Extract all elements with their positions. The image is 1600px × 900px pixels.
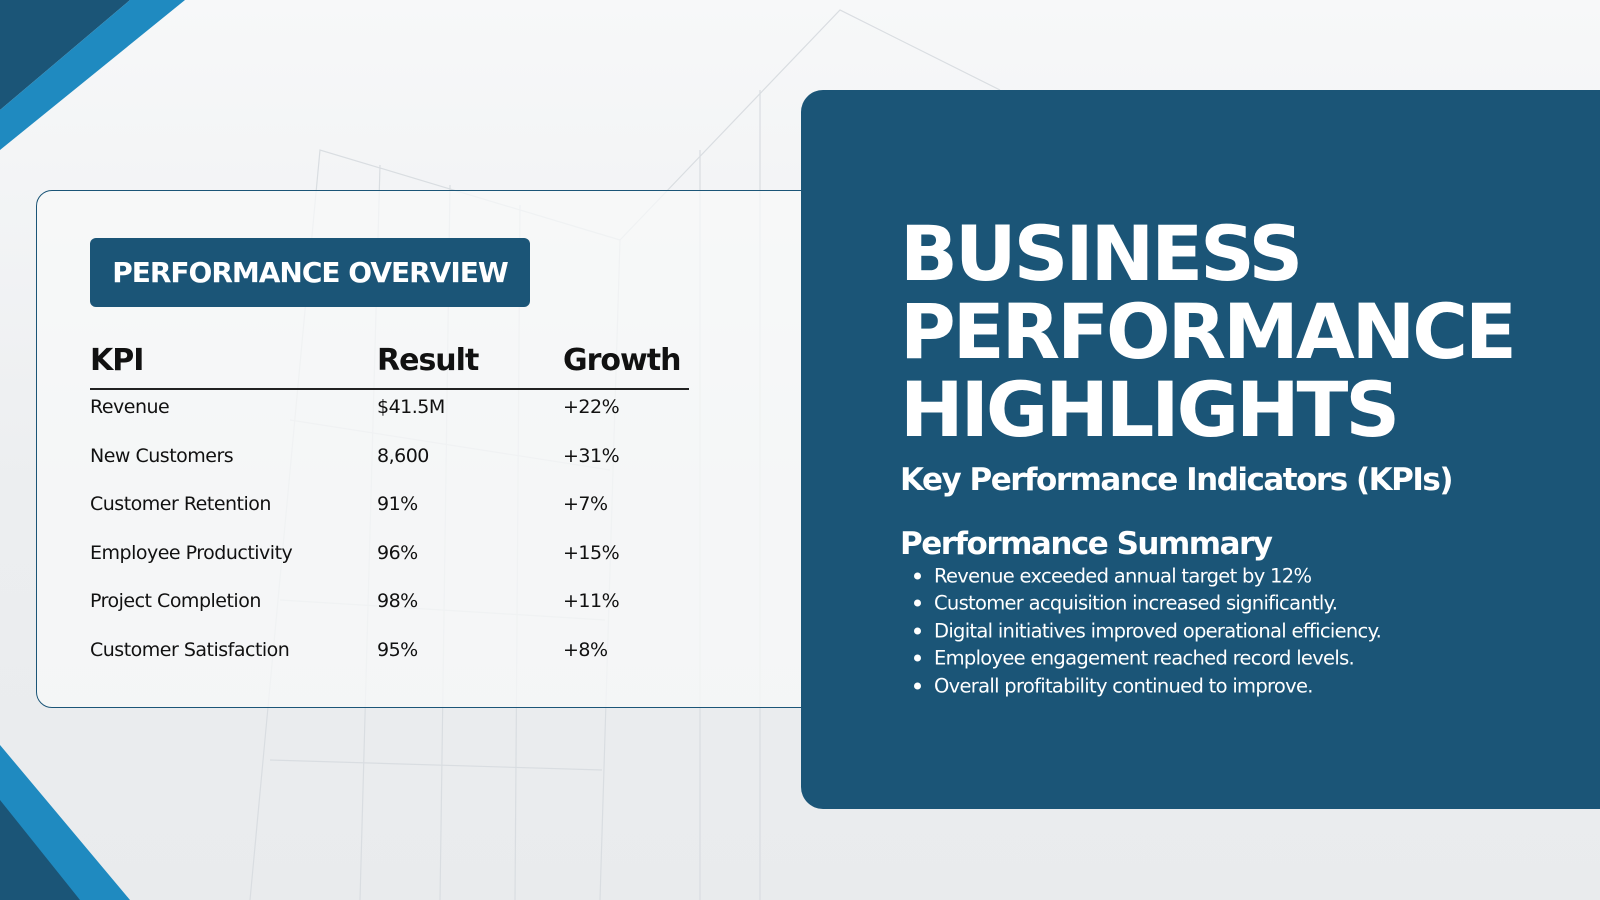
summary-item: Overall profitability continued to impro…: [934, 674, 1313, 698]
table-cell: Project Completion: [90, 590, 261, 613]
bullet: [914, 599, 921, 607]
table-cell: 98%: [377, 590, 418, 613]
table-cell: 96%: [377, 541, 418, 564]
table-header: Result: [377, 343, 479, 378]
table-header: Growth: [563, 343, 681, 378]
highlight-panel: [801, 90, 1600, 809]
title-line: HIGHLIGHTS: [900, 365, 1400, 454]
header-rule: [90, 388, 689, 390]
table-cell: +22%: [563, 396, 620, 418]
summary-title: Performance Summary: [900, 526, 1273, 562]
title-line: PERFORMANCE: [900, 287, 1517, 376]
bullet: [914, 627, 921, 635]
title-line: BUSINESS: [900, 209, 1303, 298]
table-cell: +15%: [563, 541, 620, 564]
table-cell: 91%: [377, 493, 418, 516]
bullet: [914, 682, 921, 690]
table-cell: Customer Retention: [90, 493, 271, 516]
table-header: KPI: [90, 343, 144, 378]
summary-item: Customer acquisition increased significa…: [934, 591, 1338, 615]
subtitle: Key Performance Indicators (KPIs): [900, 462, 1454, 498]
table-cell: 95%: [377, 639, 418, 661]
table-cell: Customer Satisfaction: [90, 639, 290, 661]
summary-item: Revenue exceeded annual target by 12%: [934, 564, 1312, 588]
table-cell: +8%: [563, 639, 608, 661]
table-cell: +31%: [563, 444, 620, 467]
table-cell: Employee Productivity: [90, 541, 293, 564]
table-cell: +7%: [563, 493, 608, 516]
table-cell: New Customers: [90, 444, 234, 467]
table-cell: Revenue: [90, 396, 170, 418]
bullet: [914, 572, 921, 580]
corner-shape: [0, 0, 185, 150]
panel-heading: PERFORMANCE OVERVIEW: [90, 238, 530, 307]
corner-shape: [0, 800, 80, 900]
table-cell: +11%: [563, 590, 620, 613]
table-cell: 8,600: [377, 444, 429, 467]
table-cell: $41.5M: [377, 396, 445, 418]
bullet: [914, 654, 921, 662]
summary-item: Digital initiatives improved operational…: [934, 619, 1382, 643]
summary-item: Employee engagement reached record level…: [934, 646, 1355, 670]
